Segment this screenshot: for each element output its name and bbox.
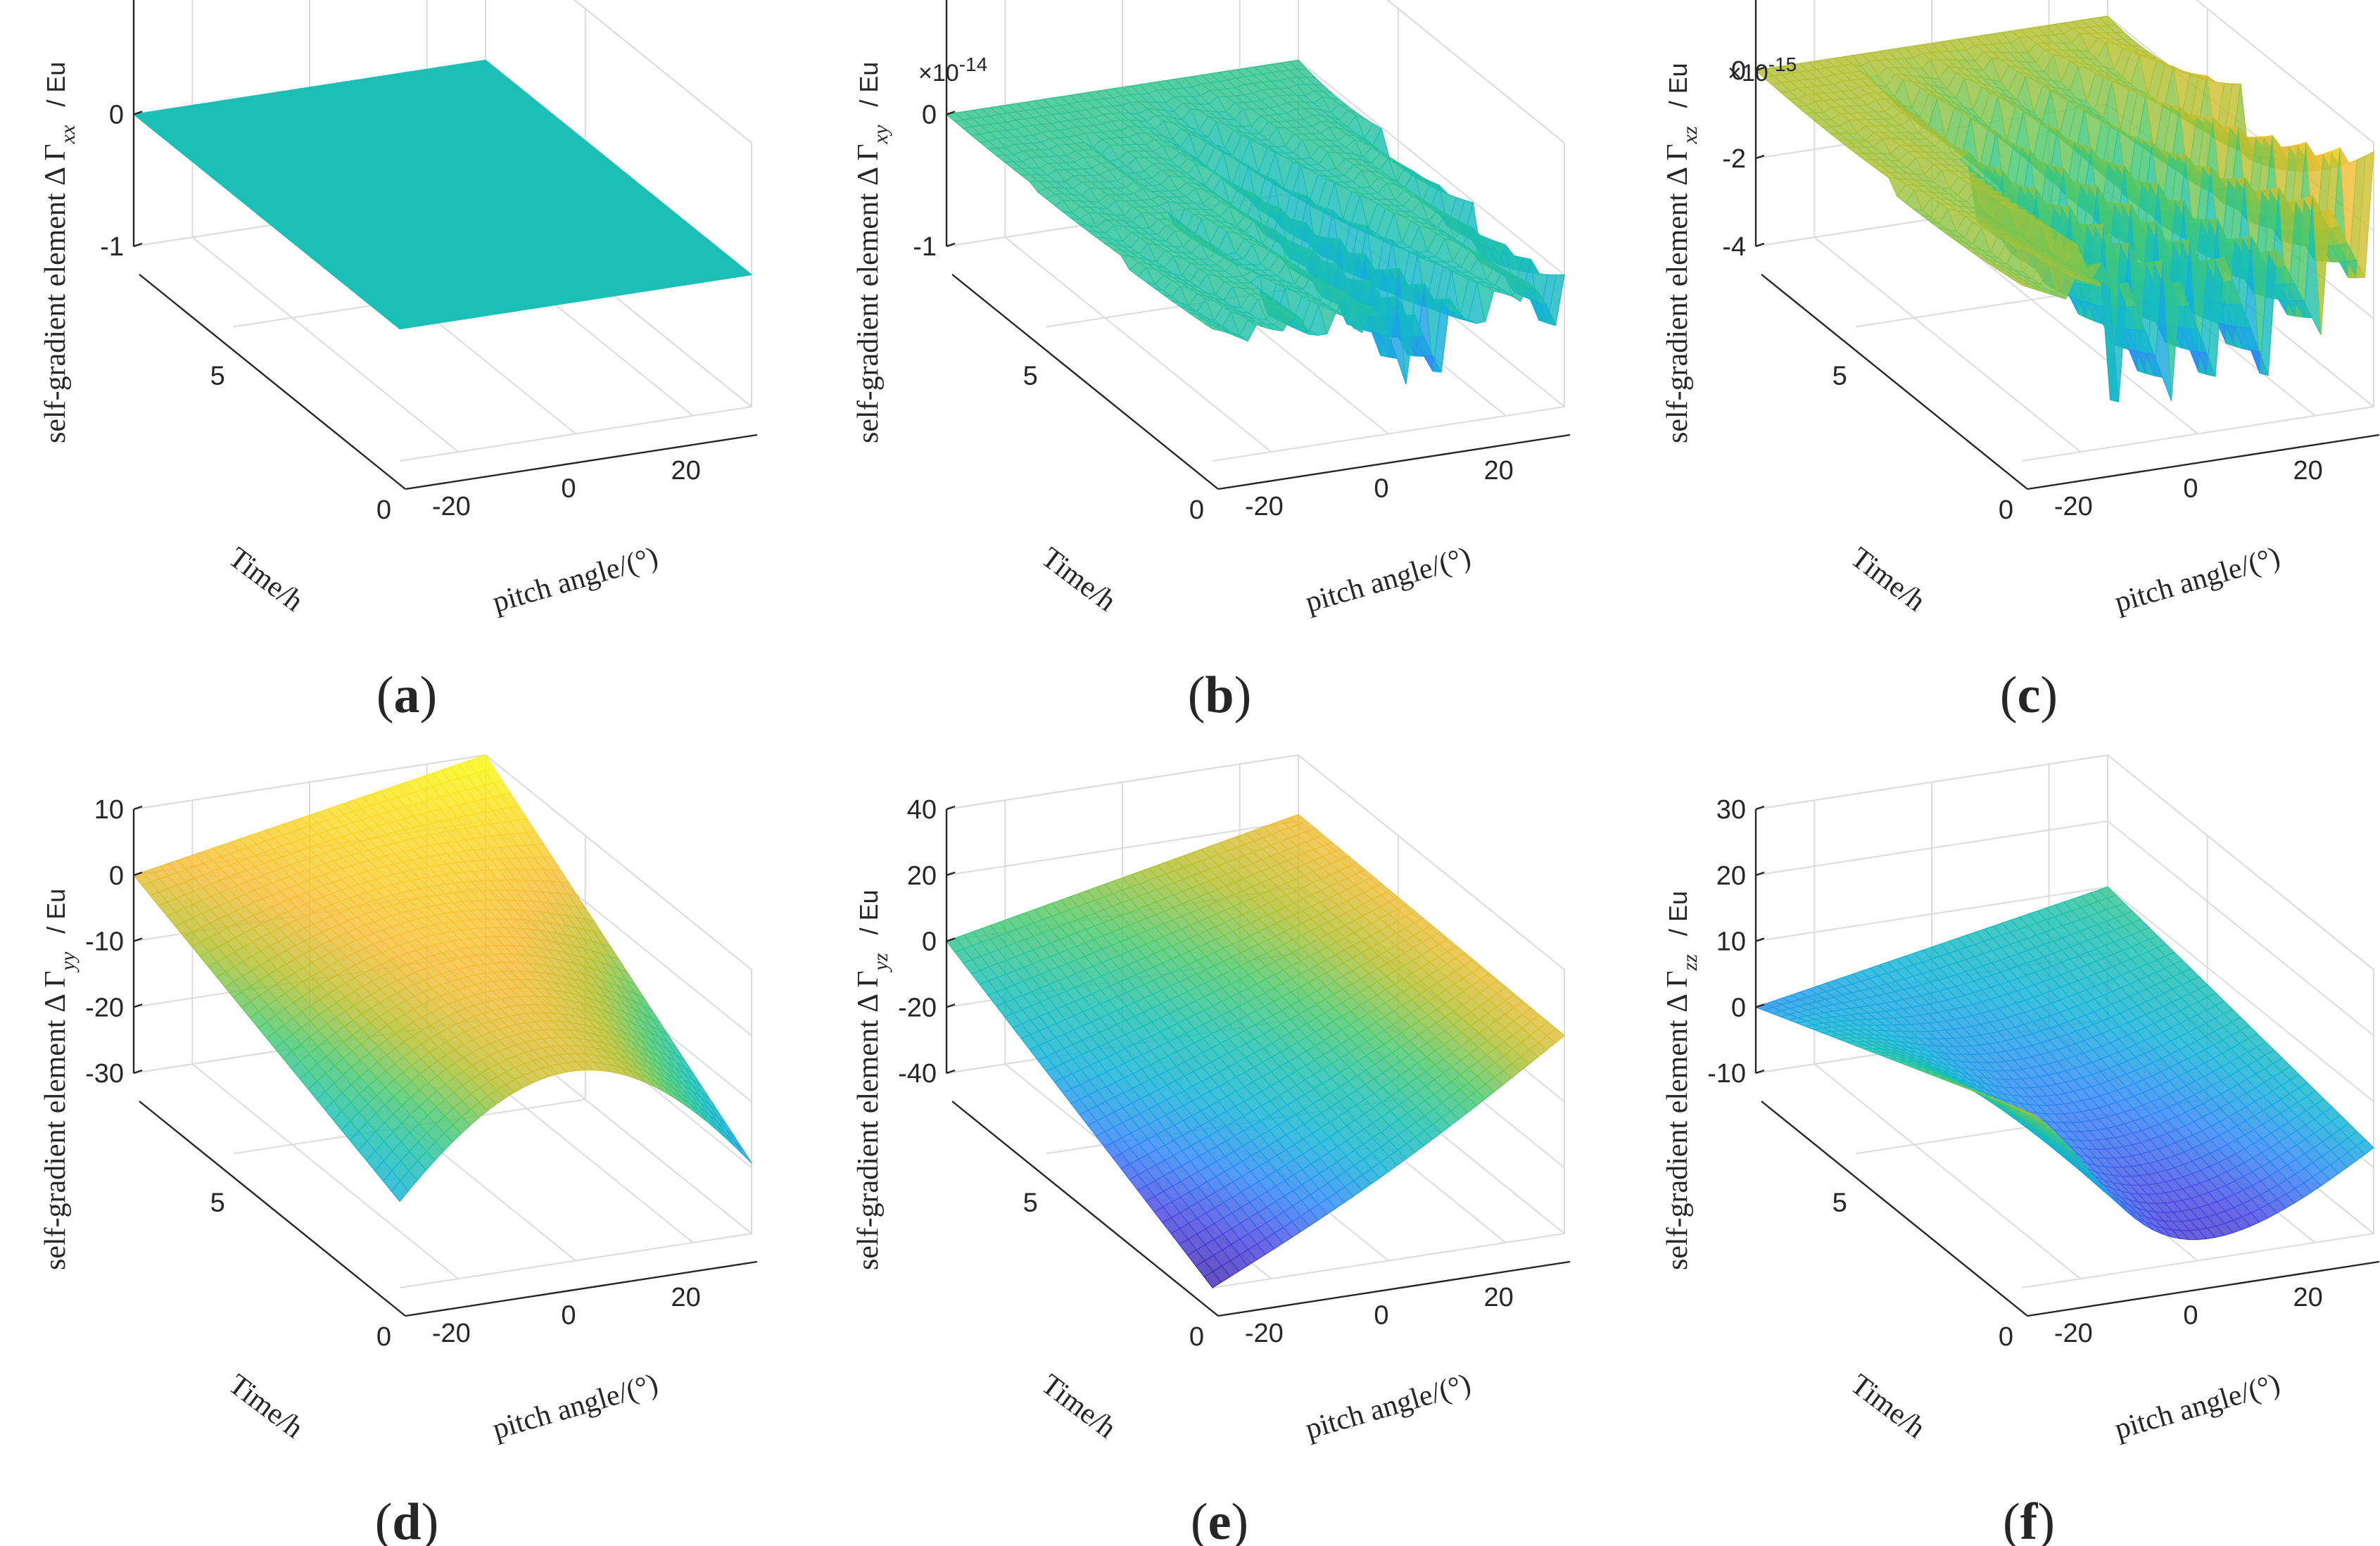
z-tick-label: 0 — [922, 101, 937, 130]
z-tick-label: -4 — [1722, 232, 1746, 262]
panel-label-open: ( — [376, 666, 394, 724]
z-exponent-power: -15 — [1768, 53, 1797, 75]
panel-label-open: ( — [2000, 666, 2018, 724]
pitch-axis-line — [2027, 433, 2380, 490]
panel-label: (b) — [1188, 666, 1251, 724]
z-exponent-base: ×10 — [1728, 60, 1768, 87]
time-tick-label: 0 — [1189, 495, 1204, 525]
pitch-tick-label: 0 — [2183, 474, 2198, 504]
z-tick-label: 0 — [109, 101, 124, 130]
time-tick-label: 5 — [1023, 361, 1038, 391]
z-tick-label: -1 — [913, 232, 937, 262]
z-axis-label-text: self-gradient element Δ Γ — [852, 144, 885, 443]
pitch-tick-label: 20 — [1484, 456, 1514, 486]
panel-label-letter: a — [394, 666, 420, 724]
panel-label: (c) — [2000, 666, 2058, 724]
panel-label: (a) — [376, 666, 437, 724]
z-exponent-power: -14 — [959, 53, 987, 75]
grid-line — [399, 143, 752, 462]
time-axis-label: Time/h — [1844, 541, 1931, 618]
z-tick-label: -2 — [1722, 144, 1746, 174]
z-axis-label: self-gradient element Δ Γxy / Eu — [852, 62, 892, 443]
pitch-axis-label: pitch angle/(°) — [1302, 541, 1474, 619]
pitch-axis-line — [1217, 433, 1571, 490]
z-axis-label: self-gradient element Δ Γxz / Eu — [1661, 63, 1702, 443]
pitch-axis-line — [405, 433, 758, 490]
panel-label-close: ) — [420, 666, 438, 724]
z-exponent: ×10-14 — [918, 53, 987, 87]
panel-label-close: ) — [1234, 666, 1252, 724]
pitch-tick-label: 0 — [1374, 474, 1388, 504]
z-axis-subscript: xz — [1678, 126, 1702, 144]
pitch-axis-label: pitch angle/(°) — [489, 541, 662, 619]
pitch-axis-label: pitch angle/(°) — [2111, 541, 2284, 619]
pitch-tick-label: -20 — [432, 492, 471, 521]
time-axis-label: Time/h — [222, 541, 309, 618]
time-tick-label: 5 — [210, 361, 225, 391]
pitch-tick-label: 0 — [561, 474, 576, 504]
z-axis-label-text: self-gradient element Δ Γ — [1661, 144, 1694, 443]
time-tick-label: 0 — [376, 495, 391, 525]
z-axis-label-text: self-gradient element Δ Γ — [39, 144, 72, 443]
panel-label-close: ) — [2040, 666, 2058, 724]
time-tick-label: 0 — [1999, 495, 2013, 525]
panel-label-letter: b — [1205, 666, 1234, 724]
pitch-tick-label: 20 — [671, 456, 701, 486]
z-axis-unit: / Eu — [42, 62, 70, 107]
z-axis-subscript: xy — [869, 125, 892, 144]
z-axis-label: self-gradient element Δ Γxx / Eu — [39, 62, 80, 443]
pitch-tick-label: -20 — [1245, 492, 1284, 521]
time-tick-label: 5 — [1833, 361, 1847, 391]
grid-line — [191, 0, 459, 452]
panel-label-open: ( — [1188, 666, 1205, 724]
z-axis-subscript: xx — [56, 125, 80, 144]
pitch-tick-label: -20 — [2054, 492, 2093, 521]
z-axis-unit: / Eu — [854, 62, 883, 107]
pitch-tick-label: 20 — [2293, 456, 2323, 486]
grid-line — [573, 0, 752, 144]
time-axis-label: Time/h — [1035, 541, 1122, 618]
surface — [132, 754, 752, 1203]
surface — [945, 59, 1565, 385]
z-tick-label: -1 — [100, 232, 124, 262]
z-exponent-base: ×10 — [918, 60, 959, 87]
z-axis-unit: / Eu — [1664, 63, 1692, 108]
panel-label-letter: c — [2018, 666, 2041, 724]
surface — [132, 59, 753, 330]
